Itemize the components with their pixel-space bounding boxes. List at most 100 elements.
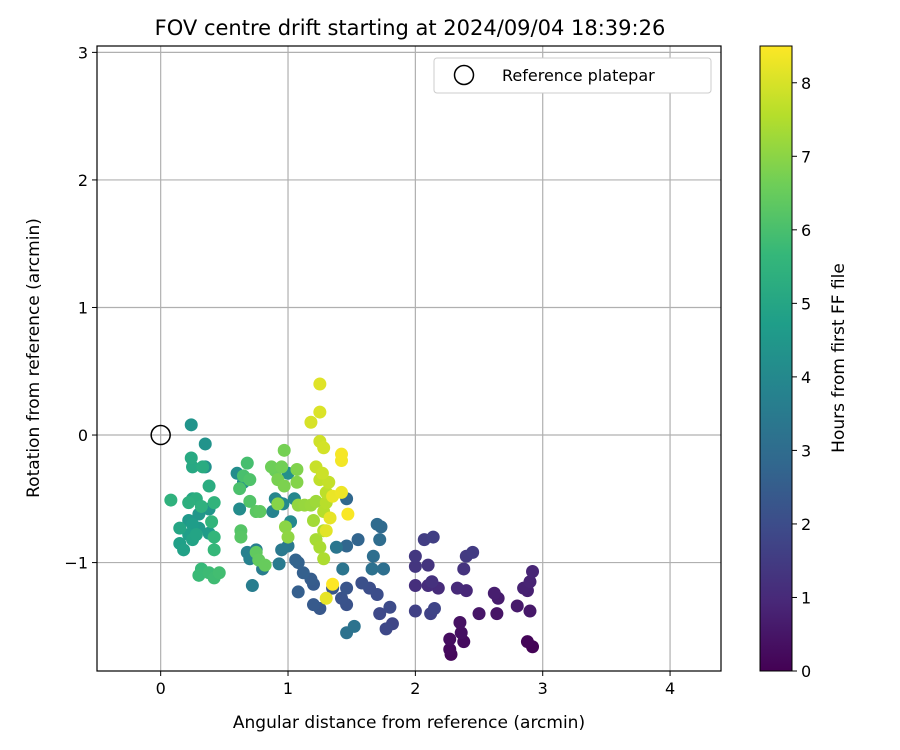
legend-reference-marker (453, 64, 475, 86)
data-point (426, 530, 440, 544)
data-point (207, 543, 221, 557)
data-point (177, 543, 191, 557)
data-point (212, 566, 226, 580)
data-point (258, 558, 272, 572)
data-point (313, 405, 327, 419)
data-point (313, 377, 327, 391)
data-point (184, 451, 198, 465)
colorbar-label: Hours from first FF file (829, 263, 849, 453)
data-point (182, 496, 196, 510)
data-point (379, 622, 393, 636)
data-point (277, 479, 291, 493)
colorbar-tick-label: 3 (801, 441, 811, 460)
data-point (425, 575, 439, 589)
x-tick-label: 2 (410, 679, 420, 698)
data-point (336, 562, 350, 576)
x-tick-label: 0 (156, 679, 166, 698)
data-point (510, 599, 524, 613)
colorbar-tick-label: 7 (801, 147, 811, 166)
colorbar (759, 45, 793, 672)
plot-frame (96, 45, 722, 672)
data-point (205, 515, 219, 529)
data-point (290, 462, 304, 476)
data-point (373, 607, 387, 621)
data-point (520, 635, 534, 649)
data-point (377, 562, 391, 576)
data-point (296, 566, 310, 580)
colorbar-ticks: 0 1 2 3 4 5 6 7 8 (792, 74, 811, 681)
grid-lines (97, 46, 721, 671)
data-point (454, 626, 468, 640)
data-point (192, 568, 206, 582)
data-point (304, 415, 318, 429)
data-point (329, 540, 343, 554)
data-point (306, 513, 320, 527)
data-point (264, 460, 278, 474)
data-point (315, 466, 329, 480)
data-point (427, 602, 441, 615)
data-point (243, 494, 257, 508)
data-point (309, 494, 323, 508)
x-tick-label: 4 (665, 679, 675, 698)
data-point (335, 485, 349, 499)
data-point (306, 598, 320, 612)
x-axis-ticks: 0 1 2 3 4 (156, 671, 675, 698)
data-point (408, 559, 422, 573)
data-point (196, 460, 210, 474)
data-point (189, 528, 203, 542)
data-point (202, 479, 216, 493)
colorbar-tick-label: 5 (801, 294, 811, 313)
data-point (490, 607, 504, 621)
x-tick-label: 1 (283, 679, 293, 698)
colorbar-tick-label: 4 (801, 368, 811, 387)
data-point (326, 577, 340, 591)
data-point (291, 585, 305, 599)
data-point (207, 530, 221, 544)
data-point (443, 642, 457, 656)
reference-platepar-marker (150, 424, 171, 446)
y-tick-label: 3 (78, 43, 88, 62)
data-point (408, 604, 422, 618)
y-tick-label: −1 (64, 554, 88, 573)
data-point (523, 575, 537, 589)
data-point (317, 552, 331, 566)
data-point (275, 460, 289, 474)
y-tick-label: 1 (78, 298, 88, 317)
data-point (317, 441, 331, 455)
data-point (472, 607, 486, 621)
data-point (351, 533, 365, 547)
y-axis-ticks: −1 0 1 2 3 (64, 43, 97, 573)
data-point (335, 447, 349, 461)
data-point (335, 591, 349, 605)
data-point (319, 591, 333, 605)
y-axis-label: Rotation from reference (arcmin) (24, 218, 44, 498)
data-point (323, 511, 337, 525)
data-point (198, 437, 212, 451)
x-axis-label: Angular distance from reference (arcmin) (233, 713, 585, 733)
colorbar-tick-label: 6 (801, 221, 811, 240)
data-point (271, 497, 285, 511)
data-point (234, 530, 248, 544)
data-point (207, 496, 221, 510)
colorbar-tick-label: 0 (801, 662, 811, 681)
data-point (186, 517, 200, 531)
data-point (240, 456, 254, 470)
data-point (487, 586, 501, 600)
reference-marker (150, 424, 171, 446)
data-point (370, 517, 384, 531)
data-point (275, 543, 289, 557)
colorbar-tick-label: 8 (801, 74, 811, 93)
chart-title: FOV centre drift starting at 2024/09/04 … (155, 16, 666, 40)
data-point (184, 418, 198, 432)
legend: Reference platepar (433, 57, 712, 94)
data-point (365, 562, 379, 576)
data-point (289, 553, 303, 567)
data-point (408, 579, 422, 593)
data-point (421, 558, 435, 572)
data-point (383, 600, 397, 614)
data-point (373, 533, 387, 547)
scatter-points (164, 377, 540, 661)
data-point (466, 545, 480, 559)
data-point (173, 521, 187, 535)
